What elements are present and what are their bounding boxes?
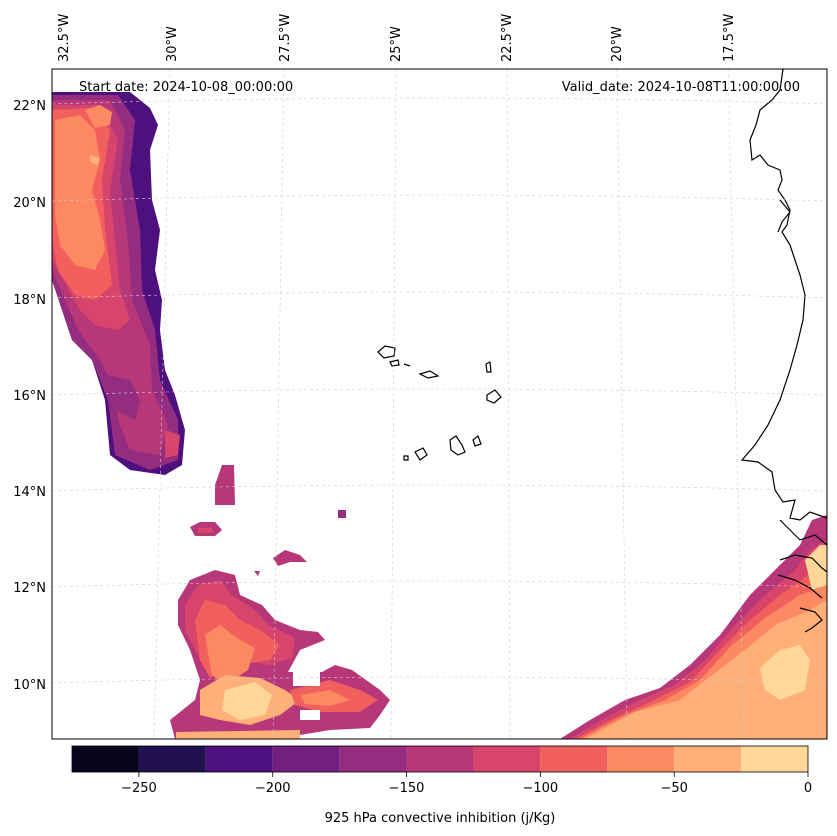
colorbar-cell	[741, 746, 808, 772]
cin-small-patches	[190, 465, 346, 576]
gridline-lat-14	[51, 484, 828, 492]
cin-patch-3	[338, 510, 346, 518]
island-8	[472, 435, 482, 447]
gridline-lon-27.5	[272, 68, 285, 740]
colorbar-cell	[339, 746, 407, 772]
gridline-lat-12	[51, 580, 828, 588]
cin-patch-1	[215, 465, 235, 505]
lat-label-16n: 16°N	[13, 389, 46, 404]
lon-label-27.5w: 27.5°W	[278, 14, 293, 62]
cin-region-south-75	[205, 625, 255, 685]
gridline-lon-20	[616, 68, 628, 740]
lat-label-14n: 14°N	[13, 485, 46, 500]
colorbar-tick-label: −50	[660, 781, 687, 796]
cin-region-south-25	[222, 682, 272, 720]
coast-segment-6	[777, 199, 791, 233]
colorbar-cells	[72, 746, 808, 772]
cin-region-south-east-50	[300, 690, 350, 706]
lat-label-18n: 18°N	[13, 293, 46, 308]
cin-patch-2b	[198, 528, 214, 533]
gridline-lon-22.5	[506, 68, 511, 740]
cin-region-west-175b	[108, 375, 140, 420]
cin-region-east-50	[585, 600, 827, 739]
colorbar: −250 −200 −150 −100 −50 0 925 hPa convective …	[71, 745, 812, 826]
colorbar-frame	[71, 745, 809, 773]
colorbar-ticks: −250 −200 −150 −100 −50 0	[121, 772, 812, 796]
longitude-labels: 32.5°W 30°W 27.5°W 25°W 22.5°W 20°W 17.5…	[57, 14, 737, 62]
lon-label-22.5w: 22.5°W	[500, 14, 515, 62]
colorbar-cell	[272, 746, 340, 772]
island-1	[377, 345, 396, 359]
gridlines	[51, 68, 828, 740]
coast-segment-3	[779, 554, 828, 573]
map-frame	[51, 68, 828, 740]
lat-label-20n: 20°N	[13, 196, 46, 211]
gridline-lat-18	[51, 291, 828, 299]
gridline-lon-17.5	[727, 68, 745, 740]
colorbar-cell	[72, 746, 139, 772]
cin-region-east-25	[760, 645, 810, 700]
cin-patch-4	[273, 550, 307, 566]
latitude-labels: 22°N 20°N 18°N 16°N 14°N 12°N 10°N	[13, 99, 46, 693]
colorbar-cell	[138, 746, 206, 772]
colorbar-cell	[406, 746, 474, 772]
colorbar-label: 925 hPa convective inhibition (j/Kg)	[325, 811, 556, 826]
island-6	[486, 389, 502, 404]
lon-label-30w: 30°W	[165, 26, 180, 62]
island-10	[403, 455, 409, 461]
lon-label-20w: 20°W	[610, 26, 625, 62]
cin-gap-2	[293, 672, 320, 686]
island-2	[389, 359, 400, 367]
gridline-lon-25	[390, 68, 397, 740]
colorbar-tick-label: −200	[255, 781, 291, 796]
start-date-label: Start date: 2024-10-08_00:00:00	[79, 80, 293, 95]
colorbar-tick-label: −150	[389, 781, 425, 796]
colorbar-cell	[540, 746, 608, 772]
cin-field-east	[560, 515, 827, 739]
colorbar-tick-label: −250	[121, 781, 157, 796]
coast-segment-5	[799, 607, 823, 633]
colorbar-cell	[607, 746, 675, 772]
cin-region-west-75	[55, 115, 105, 270]
colorbar-tick-label: 0	[804, 781, 812, 796]
island-7	[449, 435, 466, 456]
valid-date-label: Valid_date: 2024-10-08T11:00:00.00	[562, 80, 800, 95]
cin-gap-1	[300, 710, 320, 720]
cin-field-south	[170, 570, 390, 739]
coastlines	[377, 68, 828, 633]
island-3	[403, 363, 411, 367]
cin-region-west-50	[90, 155, 100, 165]
colorbar-cell	[674, 746, 742, 772]
lon-label-25w: 25°W	[389, 26, 404, 62]
lat-label-10n: 10°N	[13, 678, 46, 693]
cin-region-west-125b	[165, 430, 180, 458]
colorbar-cell	[473, 746, 541, 772]
gridline-lat-16	[51, 388, 828, 396]
cin-field-west	[52, 92, 185, 475]
island-4	[418, 370, 440, 379]
lon-label-17.5w: 17.5°W	[722, 14, 737, 62]
island-9	[414, 447, 428, 461]
lon-label-32.5w: 32.5°W	[57, 14, 72, 62]
cin-region-west-75b	[85, 105, 112, 128]
gridline-lat-10	[51, 676, 828, 684]
lat-label-12n: 12°N	[13, 581, 46, 596]
gridline-lat-22	[51, 97, 828, 105]
lat-label-22n: 22°N	[13, 99, 46, 114]
map-panel: Start date: 2024-10-08_00:00:00 Valid_da…	[51, 68, 828, 740]
coast-segment-2	[779, 519, 828, 546]
cin-region-south-base	[176, 730, 300, 739]
gridline-lon-30	[153, 68, 171, 740]
colorbar-cell	[205, 746, 273, 772]
island-5	[485, 361, 492, 373]
colorbar-tick-label: −100	[523, 781, 559, 796]
coast-segment-4	[777, 574, 823, 599]
gridline-lat-20	[51, 194, 828, 202]
cin-region-east-25b	[805, 545, 827, 590]
africa-coastline	[740, 68, 828, 521]
cin-patch-5	[254, 571, 260, 576]
